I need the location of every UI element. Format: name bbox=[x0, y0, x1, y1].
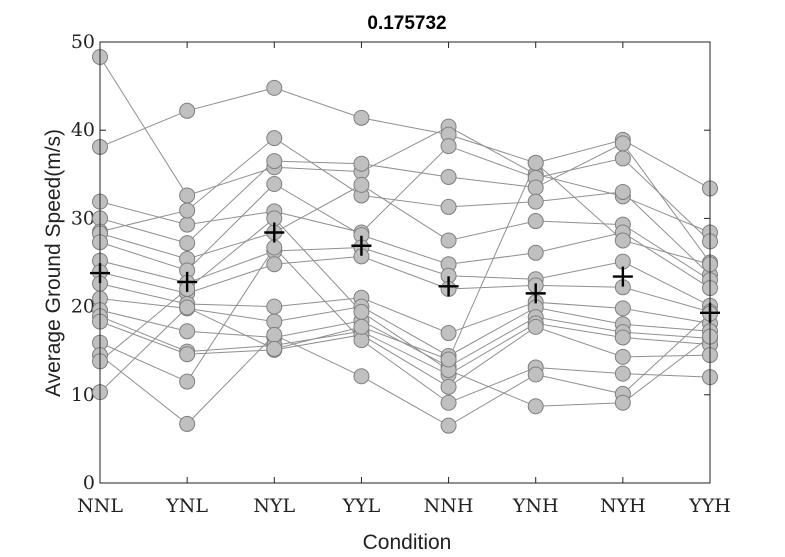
x-tick-label: YYH bbox=[688, 495, 731, 517]
mean-marker bbox=[525, 283, 546, 304]
series-line bbox=[99, 315, 711, 376]
x-tick-label: NYL bbox=[253, 495, 295, 517]
data-point bbox=[353, 155, 370, 172]
data-point bbox=[179, 216, 196, 233]
data-series bbox=[92, 48, 718, 434]
data-point bbox=[266, 326, 283, 343]
y-tick-label: 30 bbox=[71, 207, 95, 229]
data-point bbox=[179, 415, 196, 432]
data-point bbox=[614, 300, 631, 317]
data-point bbox=[614, 150, 631, 167]
data-point bbox=[179, 187, 196, 204]
mean-marker bbox=[264, 222, 285, 243]
data-point bbox=[266, 298, 283, 315]
mean-marker bbox=[612, 266, 633, 287]
data-point bbox=[614, 183, 631, 200]
data-point bbox=[614, 365, 631, 382]
data-point bbox=[179, 323, 196, 340]
x-tick-label: NYH bbox=[600, 495, 646, 517]
data-point bbox=[440, 168, 457, 185]
series-line bbox=[99, 217, 711, 407]
data-point bbox=[614, 394, 631, 411]
series-line bbox=[99, 162, 711, 393]
data-point bbox=[353, 318, 370, 335]
data-point bbox=[440, 351, 457, 368]
data-point bbox=[266, 153, 283, 170]
y-axis-label: Average Ground Speed(m/s) bbox=[42, 129, 65, 397]
data-point bbox=[179, 235, 196, 252]
plot-frame bbox=[99, 41, 711, 484]
x-axis-label: Condition bbox=[363, 531, 452, 554]
mean-marker bbox=[438, 276, 459, 297]
data-point bbox=[527, 154, 544, 171]
series-line bbox=[99, 321, 711, 388]
x-tick-label: YYL bbox=[342, 495, 381, 517]
data-point bbox=[440, 138, 457, 155]
series-line bbox=[99, 145, 711, 242]
series-line bbox=[99, 298, 711, 357]
data-point bbox=[353, 303, 370, 320]
y-tick-label: 10 bbox=[71, 384, 95, 406]
series-line bbox=[99, 142, 711, 263]
y-tick-label: 50 bbox=[71, 31, 95, 53]
data-point bbox=[266, 256, 283, 273]
data-point bbox=[179, 346, 196, 363]
series-line bbox=[99, 137, 711, 276]
y-tick-label: 20 bbox=[71, 296, 95, 318]
data-point bbox=[440, 394, 457, 411]
data-point bbox=[266, 79, 283, 96]
y-tick-label: 0 bbox=[83, 472, 95, 494]
data-point bbox=[179, 202, 196, 219]
mean-marker bbox=[177, 271, 198, 292]
data-point bbox=[527, 318, 544, 335]
data-point bbox=[353, 109, 370, 126]
data-point bbox=[353, 368, 370, 385]
data-point bbox=[179, 373, 196, 390]
data-point bbox=[527, 244, 544, 261]
series-line bbox=[99, 313, 711, 427]
series-line bbox=[99, 246, 711, 404]
series-line bbox=[99, 283, 711, 334]
series-line bbox=[99, 183, 711, 289]
data-point bbox=[353, 176, 370, 193]
x-tick-label: YNL bbox=[165, 495, 208, 517]
data-point bbox=[614, 135, 631, 152]
data-point bbox=[527, 193, 544, 210]
data-point bbox=[527, 213, 544, 230]
series-line bbox=[99, 255, 711, 313]
data-point bbox=[527, 398, 544, 415]
x-tick-label: NNL bbox=[77, 495, 123, 517]
data-point bbox=[266, 176, 283, 193]
data-point bbox=[527, 179, 544, 196]
data-point bbox=[179, 102, 196, 119]
mean-marker bbox=[351, 235, 372, 256]
chart-title: 0.175732 bbox=[367, 13, 446, 34]
data-point bbox=[614, 329, 631, 346]
x-tick-label: YNH bbox=[512, 495, 559, 517]
data-point bbox=[266, 130, 283, 147]
data-point bbox=[440, 325, 457, 342]
data-point bbox=[440, 378, 457, 395]
y-tick-label: 40 bbox=[71, 119, 95, 141]
axis-ticks: NNL YNL NYL YYL NNH YNH NYH YYH 0 10 20 30 40 50 bbox=[71, 31, 731, 517]
data-point bbox=[440, 232, 457, 249]
series-line bbox=[99, 184, 711, 281]
series-line bbox=[99, 87, 711, 189]
data-point bbox=[614, 232, 631, 249]
x-tick-label: NNH bbox=[424, 495, 474, 517]
data-point bbox=[266, 340, 283, 357]
data-point bbox=[527, 366, 544, 383]
data-point bbox=[440, 417, 457, 434]
data-point bbox=[440, 198, 457, 215]
data-point bbox=[179, 299, 196, 316]
data-point bbox=[614, 348, 631, 365]
series-line bbox=[99, 56, 711, 233]
